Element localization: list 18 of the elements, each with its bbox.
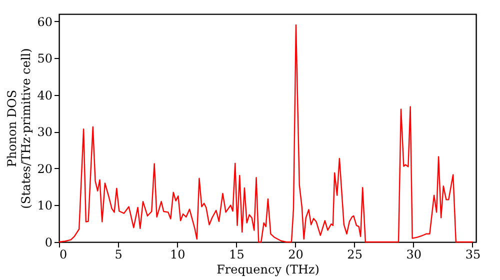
x-tick-label: 10	[170, 248, 186, 262]
y-tick-label: 60	[37, 14, 52, 29]
x-axis-title: Frequency (THz)	[216, 262, 320, 276]
x-tick-label: 5	[114, 248, 122, 262]
x-tick-label: 0	[60, 248, 68, 262]
line-series	[58, 24, 474, 243]
y-axis-title: Phonon DOS (States/THz·primitive cell)	[5, 48, 34, 209]
y-tick-label: 30	[37, 125, 52, 140]
y-tick-label: 10	[37, 198, 52, 213]
x-tick-label: 25	[347, 248, 362, 262]
y-tick-label: 20	[37, 162, 52, 176]
y-tick-label: 50	[37, 52, 52, 66]
y-tick-label: 0	[44, 236, 52, 250]
x-tick-label: 35	[465, 248, 481, 262]
x-tick-label: 15	[229, 248, 244, 262]
y-tick-label: 40	[37, 88, 52, 102]
x-tick-label: 20	[288, 248, 304, 262]
x-tick-label: 30	[406, 248, 422, 262]
